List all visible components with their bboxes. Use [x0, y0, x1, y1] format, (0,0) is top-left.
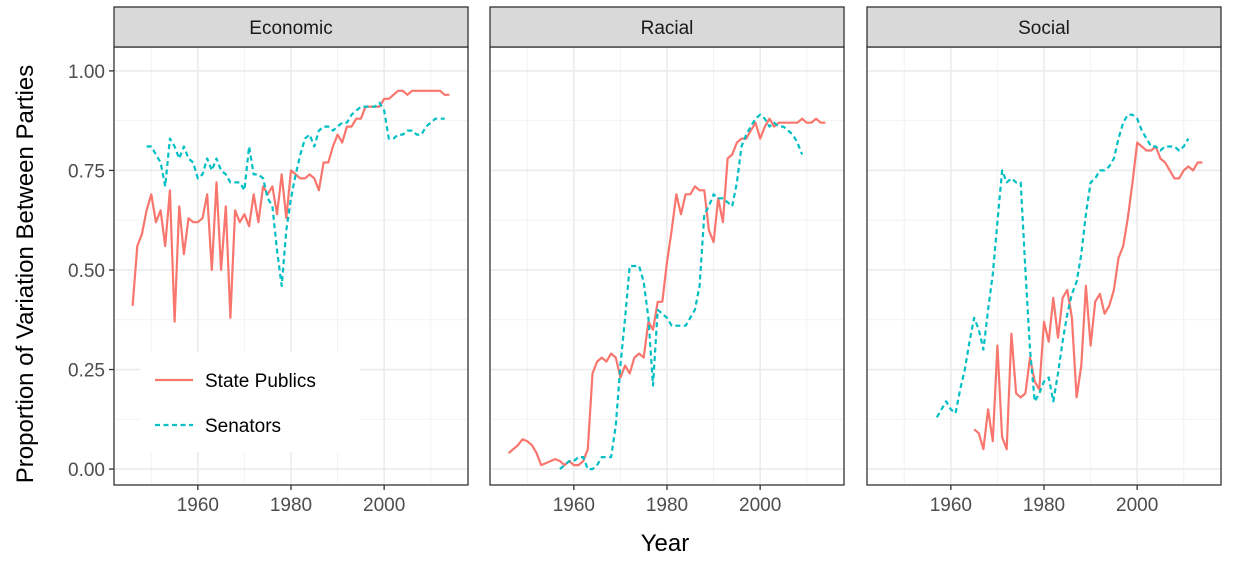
series-line-state-publics — [131, 89, 450, 323]
y-tick-label: 1.00 — [68, 62, 105, 83]
y-axis-title: Proportion of Variation Between Parties — [12, 65, 39, 483]
facet-strip — [866, 6, 1222, 48]
x-tick-label: 1980 — [1023, 495, 1065, 516]
x-tick-label: 1980 — [270, 495, 312, 516]
panel-racial: Racial 1960 1980 2000 — [489, 6, 845, 516]
x-tick-label: 1960 — [930, 495, 972, 516]
y-tick-label: 0.25 — [68, 361, 105, 382]
legend-background — [140, 352, 360, 452]
facet-strip — [489, 6, 845, 48]
y-tick-label: 0.50 — [68, 261, 105, 282]
x-tick-label: 1980 — [646, 495, 688, 516]
series-line-state-publics — [973, 141, 1203, 451]
facet-strip-label: Racial — [641, 18, 694, 39]
panel-social: Social 1960 1980 2000 — [866, 6, 1222, 516]
x-axis-title: Year — [641, 530, 690, 556]
legend: State Publics Senators — [140, 352, 360, 452]
series-line-senators — [146, 101, 445, 287]
x-tick-label: 1960 — [177, 495, 219, 516]
facet-strip — [113, 6, 469, 48]
facet-strip-label: Social — [1018, 18, 1070, 39]
x-tick-label: 1960 — [553, 495, 595, 516]
x-tick-label: 2000 — [739, 495, 781, 516]
series-line-state-publics — [507, 117, 826, 467]
facet-strip-label: Economic — [249, 18, 332, 39]
x-tick-label: 2000 — [363, 495, 405, 516]
legend-label-senators: Senators — [205, 416, 281, 437]
series-line-senators — [935, 113, 1190, 418]
y-tick-label: 0.75 — [68, 161, 105, 182]
x-tick-label: 2000 — [1116, 495, 1158, 516]
legend-label-state-publics: State Publics — [205, 371, 316, 392]
y-tick-label: 0.00 — [68, 460, 105, 481]
